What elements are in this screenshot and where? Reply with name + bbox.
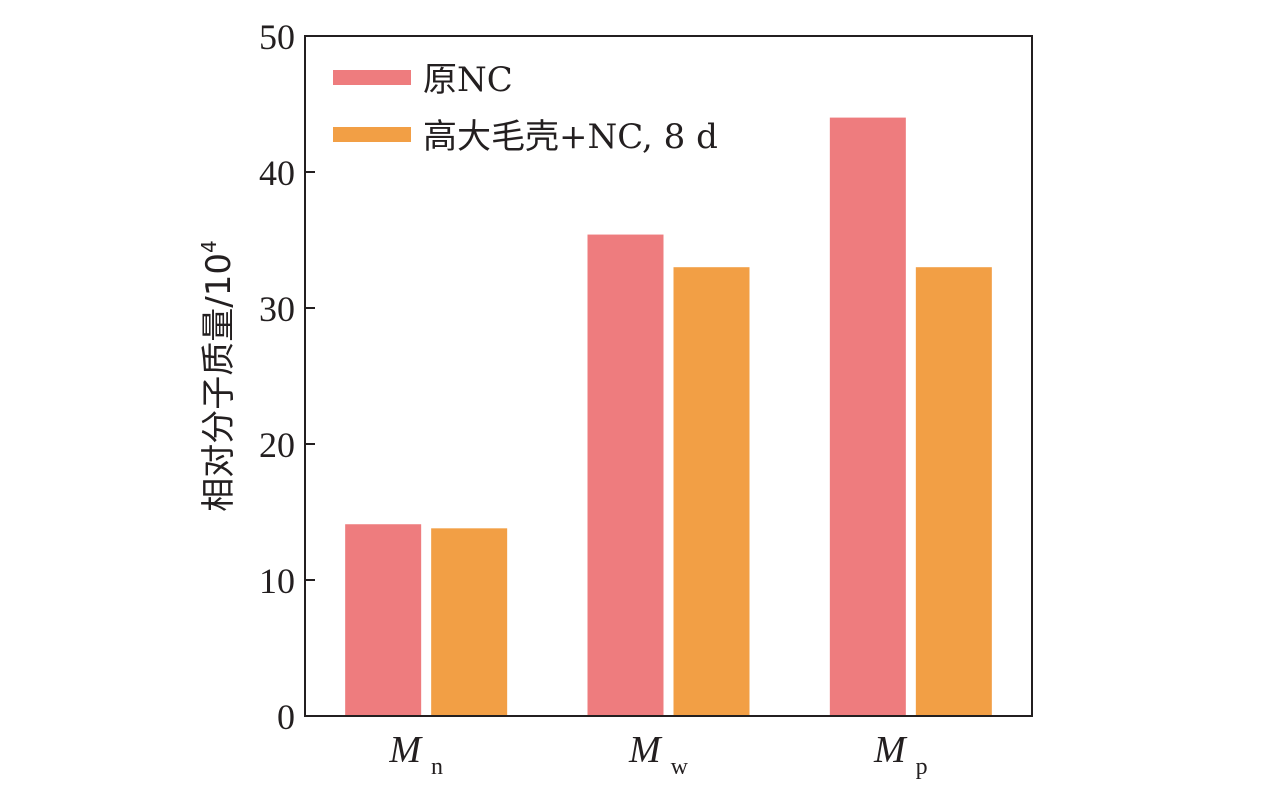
bar-original-nc-mp xyxy=(829,117,906,717)
x-tick-label-subscript: n xyxy=(431,754,443,780)
x-tick-label-main: M xyxy=(873,729,908,771)
y-tick-label-30: 30 xyxy=(259,289,295,329)
y-axis-title: 相对分子质量/104 xyxy=(197,240,239,511)
bar-original-nc-mn xyxy=(345,524,422,716)
y-tick-label-0: 0 xyxy=(277,697,295,737)
legend: 原NC 高大毛壳+NC, 8 d xyxy=(333,60,718,157)
bar-treated-nc-mp xyxy=(915,267,992,716)
legend-swatch-treated-nc xyxy=(333,127,411,142)
y-axis-title-exponent: 4 xyxy=(197,240,221,253)
x-tick-label-main: M xyxy=(628,729,663,771)
x-tick-label-main: M xyxy=(388,729,423,771)
x-tick-label-subscript: p xyxy=(916,754,928,780)
bar-treated-nc-mn xyxy=(431,528,508,716)
y-tick-label-20: 20 xyxy=(259,425,295,465)
legend-label-treated-nc: 高大毛壳+NC, 8 d xyxy=(423,117,718,157)
legend-swatch-original-nc xyxy=(333,70,411,85)
y-tick-label-50: 50 xyxy=(259,17,295,57)
bar-treated-nc-mw xyxy=(673,267,750,716)
bars-group xyxy=(345,117,992,717)
y-tick-label-40: 40 xyxy=(259,153,295,193)
plot-frame xyxy=(304,35,1033,717)
y-axis-title-text: 相对分子质量/10 xyxy=(199,253,239,512)
y-tick-label-10: 10 xyxy=(259,561,295,601)
x-tick-label-subscript: w xyxy=(671,754,689,780)
bar-original-nc-mw xyxy=(587,234,664,716)
legend-label-original-nc: 原NC xyxy=(423,60,513,100)
y-axis: 0 10 20 30 40 50 xyxy=(259,17,315,737)
